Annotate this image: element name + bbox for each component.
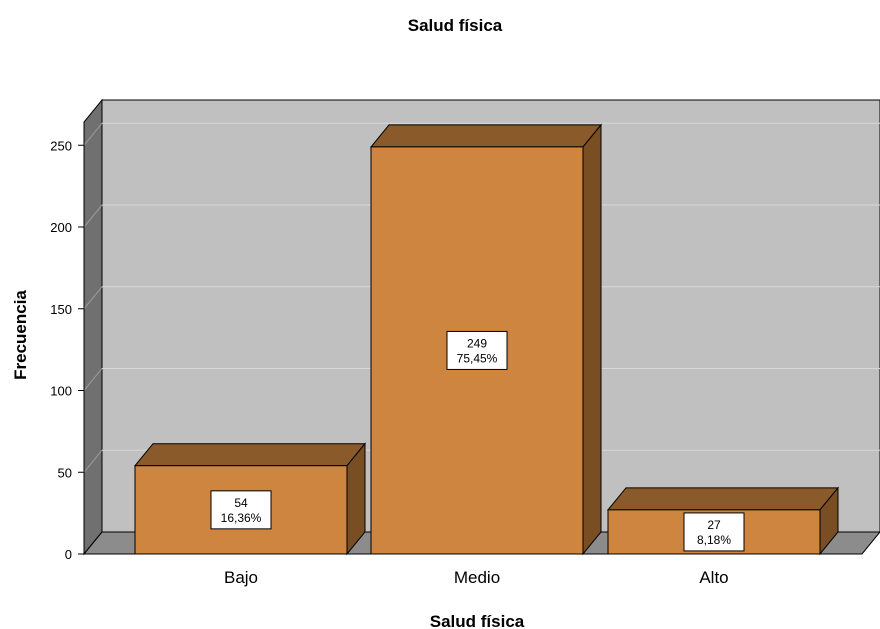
data-label-percent: 75,45% bbox=[457, 351, 498, 365]
y-axis-label: Frecuencia bbox=[11, 290, 30, 380]
gridline-left-wall bbox=[83, 286, 103, 310]
x-tick-label: Alto bbox=[699, 568, 728, 587]
gridline-left-wall bbox=[83, 122, 103, 146]
y-tick-label: 150 bbox=[50, 302, 72, 317]
data-label-box bbox=[446, 330, 508, 370]
bar-side-face bbox=[582, 123, 602, 556]
y-tick-label: 50 bbox=[58, 465, 72, 480]
x-axis-label: Salud física bbox=[430, 612, 525, 629]
bar-top-face bbox=[606, 487, 840, 511]
gridline-left-wall bbox=[83, 204, 103, 228]
data-label-count: 54 bbox=[234, 496, 248, 510]
left-wall bbox=[83, 98, 103, 556]
data-label: 278,18% bbox=[683, 512, 745, 552]
x-tick-label: Medio bbox=[454, 568, 500, 587]
y-tick-label: 0 bbox=[65, 547, 72, 562]
x-axis: Bajo Medio Alto bbox=[224, 568, 729, 587]
bar-top-face bbox=[369, 124, 603, 148]
data-label-percent: 8,18% bbox=[697, 533, 731, 547]
bar-top-face bbox=[133, 443, 367, 467]
y-tick-label: 200 bbox=[50, 220, 72, 235]
gridline-left-wall bbox=[83, 368, 103, 391]
gridline-left-wall bbox=[83, 449, 103, 473]
y-tick-label: 250 bbox=[50, 138, 72, 153]
data-label-box bbox=[210, 490, 272, 530]
data-label-percent: 16,36% bbox=[221, 511, 262, 525]
data-label-box bbox=[683, 512, 745, 552]
data-label-count: 27 bbox=[707, 518, 721, 532]
bar-alto: 278,18% bbox=[606, 486, 840, 556]
chart-title: Salud física bbox=[408, 16, 503, 35]
x-tick-label: Bajo bbox=[224, 568, 258, 587]
y-axis: 0 50 100 150 200 250 bbox=[50, 122, 85, 562]
data-label-count: 249 bbox=[467, 336, 487, 350]
y-tick-label: 100 bbox=[50, 384, 72, 399]
